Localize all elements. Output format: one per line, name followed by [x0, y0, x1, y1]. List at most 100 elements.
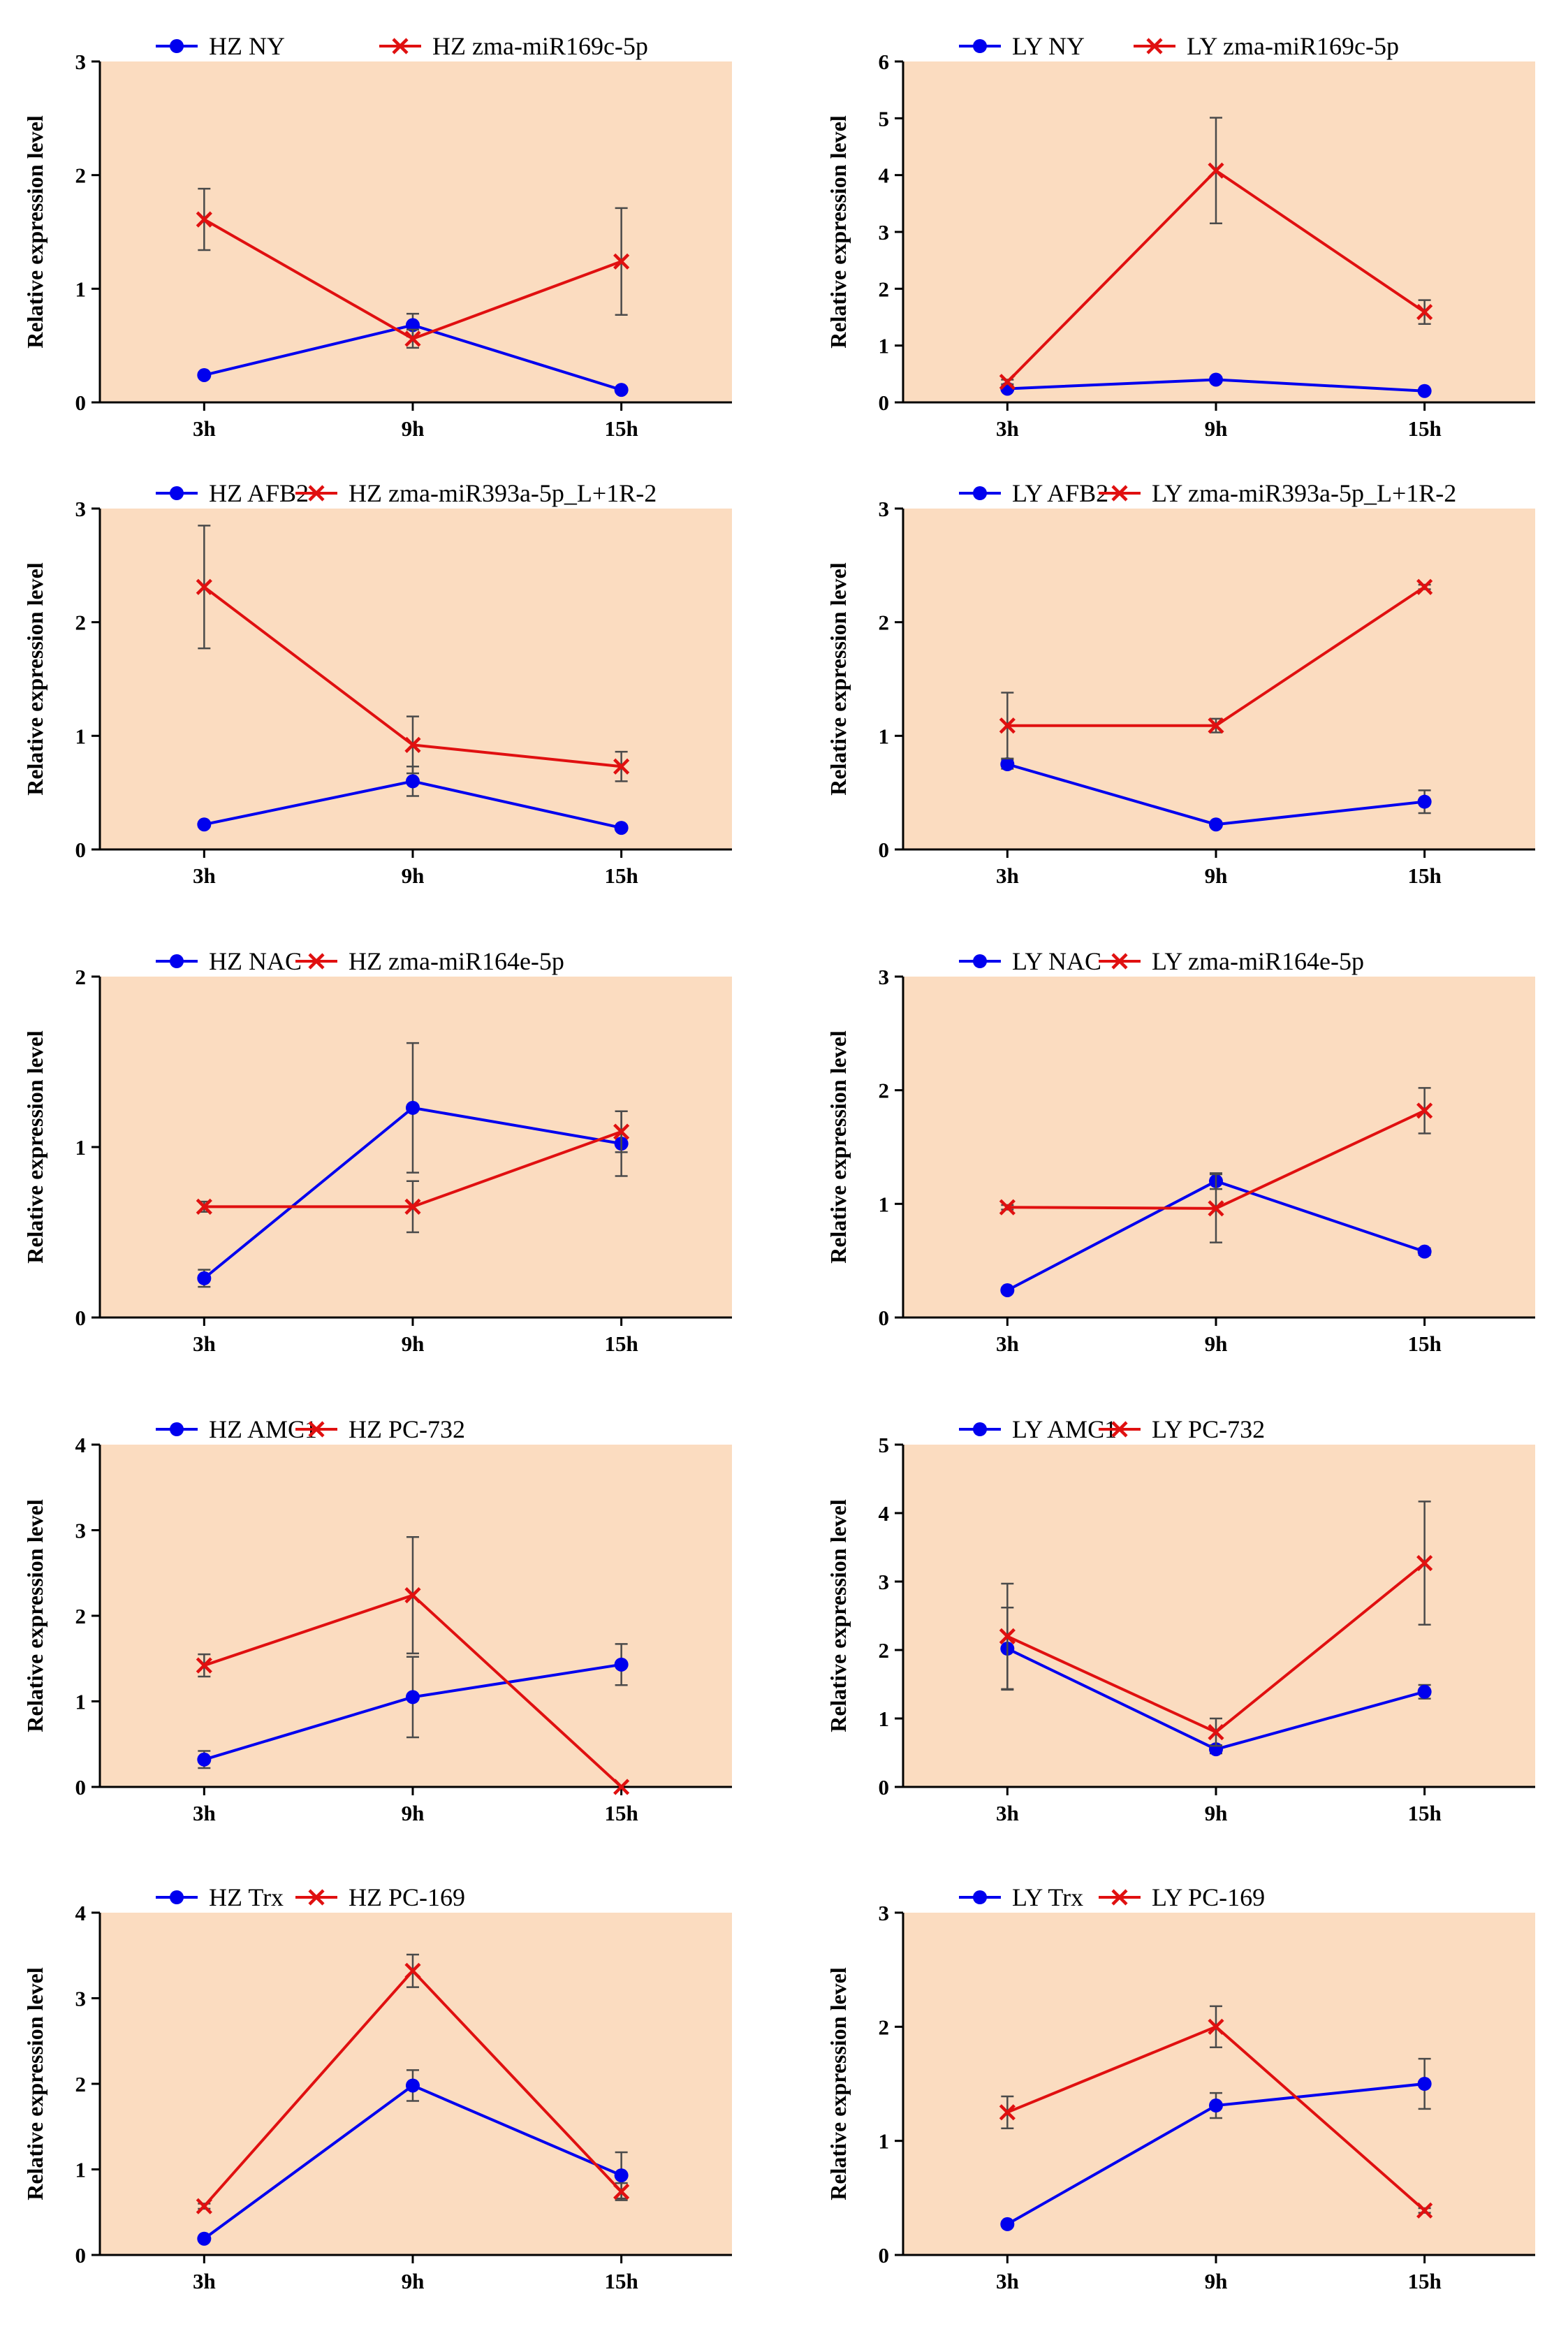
- data-point: [1208, 162, 1224, 179]
- legend-label: LY PC-732: [1152, 1415, 1265, 1443]
- x-tick-label: 9h: [1205, 1331, 1228, 1356]
- y-tick-label: 2: [879, 611, 890, 635]
- y-tick-label: 3: [879, 497, 890, 521]
- chart-panel-9: 0 1 2 3 4 3h 9h 15h Relative expression level HZ …: [22, 1883, 732, 2293]
- y-tick-label: 0: [879, 390, 890, 415]
- y-tick-label: 0: [879, 1775, 890, 1800]
- legend-label: LY NAC: [1012, 947, 1101, 975]
- y-tick-label: 1: [879, 334, 890, 358]
- y-axis-label: Relative expression level: [826, 1499, 851, 1732]
- data-point: [1417, 794, 1432, 809]
- x-tick-label: 9h: [402, 2269, 425, 2293]
- legend-item-1: HZ NY: [156, 32, 285, 60]
- data-point: [196, 578, 212, 595]
- chart-panel-7: 0 1 2 3 4 3h 9h 15h Relative expression level HZ …: [22, 1415, 732, 1825]
- y-tick-label: 1: [879, 724, 890, 748]
- legend-item-1: HZ Trx: [156, 1883, 284, 1911]
- x-tick-label: 9h: [1205, 863, 1228, 888]
- y-tick-label: 2: [75, 611, 87, 635]
- y-tick-label: 1: [75, 2158, 87, 2182]
- plot-background: [903, 1913, 1535, 2255]
- data-point: [1208, 372, 1223, 387]
- data-point: [196, 1657, 212, 1674]
- y-axis-label: Relative expression level: [826, 1030, 851, 1264]
- data-point: [404, 1587, 421, 1604]
- data-point: [404, 736, 421, 753]
- legend-item-2: LY PC-732: [1099, 1415, 1265, 1443]
- chart-panel-1: 0 1 2 3 3h 9h 15h Relative expression level HZ N…: [22, 32, 732, 441]
- legend-item-1: LY NY: [959, 32, 1085, 60]
- y-tick-label: 5: [879, 1433, 890, 1457]
- series-2: [196, 1536, 630, 1795]
- legend-label: HZ zma-miR393a-5p_L+1R-2: [349, 479, 657, 507]
- y-tick-label: 0: [75, 1775, 87, 1800]
- legend-marker: [1111, 485, 1128, 502]
- x-tick-label: 15h: [1408, 1801, 1442, 1825]
- legend-marker: [392, 38, 409, 54]
- data-point: [1000, 2217, 1015, 2231]
- series-1: [197, 2069, 629, 2246]
- data-point: [405, 1690, 420, 1704]
- series-2: [999, 1501, 1433, 1747]
- legend-marker: [973, 954, 987, 968]
- data-point: [1208, 2018, 1224, 2035]
- chart-panel-10: 0 1 2 3 3h 9h 15h Relative expression level LY T…: [826, 1883, 1535, 2293]
- legend-item-2: HZ PC-732: [295, 1415, 465, 1443]
- data-point: [614, 821, 629, 835]
- legend-label: HZ PC-732: [349, 1415, 465, 1443]
- data-point: [1416, 578, 1433, 595]
- x-tick-label: 3h: [193, 1801, 216, 1825]
- legend-item-2: LY PC-169: [1099, 1883, 1265, 1911]
- series-2: [999, 1087, 1433, 1243]
- y-tick-label: 3: [75, 1519, 87, 1543]
- legend-item-1: LY NAC: [959, 947, 1101, 975]
- x-tick-label: 9h: [1205, 2269, 1228, 2293]
- data-point: [405, 774, 420, 789]
- x-tick-label: 9h: [402, 863, 425, 888]
- data-point: [1416, 2202, 1433, 2219]
- y-tick-label: 4: [879, 163, 890, 188]
- y-tick-label: 3: [75, 1987, 87, 2011]
- data-point: [405, 1100, 420, 1115]
- series-2: [196, 1110, 630, 1234]
- series-1: [1000, 372, 1432, 398]
- data-point: [404, 1198, 421, 1215]
- legend-marker: [170, 486, 184, 500]
- plot-background: [100, 509, 732, 849]
- data-point: [196, 2198, 212, 2214]
- legend-item-2: LY zma-miR164e-5p: [1099, 947, 1364, 975]
- plot-background: [100, 61, 732, 402]
- legend-marker: [308, 1421, 325, 1438]
- legend-marker: [308, 953, 325, 970]
- legend-marker: [973, 1422, 987, 1436]
- y-axis-label: Relative expression level: [22, 1967, 47, 2200]
- x-tick-label: 9h: [1205, 416, 1228, 441]
- y-axis-label: Relative expression level: [22, 115, 47, 349]
- y-tick-label: 0: [879, 2243, 890, 2268]
- data-point: [1416, 304, 1433, 321]
- y-tick-label: 1: [75, 1135, 87, 1160]
- y-axis-label: Relative expression level: [22, 1030, 47, 1264]
- series-2: [196, 525, 630, 782]
- x-tick-label: 15h: [605, 863, 638, 888]
- series-2: [999, 117, 1433, 390]
- legend-item-2: HZ zma-miR169c-5p: [379, 32, 648, 60]
- chart-panel-8: 0 1 2 3 4 5 3h 9h 15h Relative expression level LY…: [826, 1415, 1535, 1825]
- x-tick-label: 3h: [996, 1801, 1019, 1825]
- plot-background: [903, 509, 1535, 849]
- y-tick-label: 4: [879, 1501, 890, 1526]
- x-tick-label: 15h: [605, 2269, 638, 2293]
- x-tick-label: 15h: [605, 416, 638, 441]
- legend-marker: [170, 39, 184, 53]
- data-point: [404, 1962, 421, 1979]
- data-point: [197, 817, 212, 832]
- y-tick-label: 2: [75, 163, 87, 188]
- y-axis-label: Relative expression level: [22, 562, 47, 796]
- legend-marker: [1111, 1889, 1128, 1906]
- x-tick-label: 3h: [193, 1331, 216, 1356]
- data-point: [1208, 1724, 1224, 1741]
- legend-item-2: HZ PC-169: [295, 1883, 465, 1911]
- series-1: [1000, 2057, 1432, 2231]
- y-tick-label: 1: [879, 2129, 890, 2154]
